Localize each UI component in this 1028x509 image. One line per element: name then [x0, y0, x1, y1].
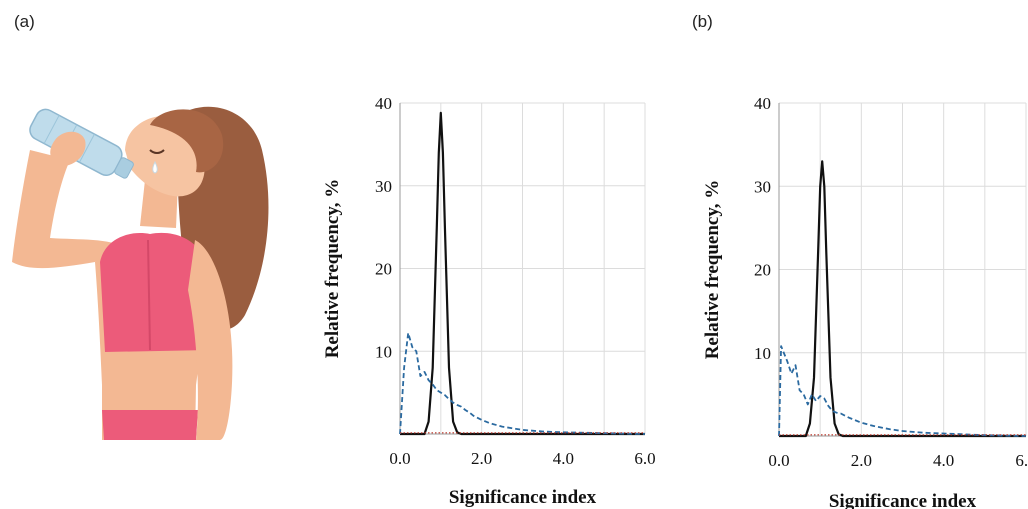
x-tick-label: 2.0: [851, 451, 872, 470]
y-tick-label: 10: [754, 344, 771, 363]
x-tick-label: 6.0: [1015, 451, 1028, 470]
y-axis-title: Relative frequency, %: [702, 180, 723, 360]
chart-panel-a: 10 20 30 40 0.0 2.0 4.0 6.0 Significance index Re…: [322, 94, 656, 508]
woman-drinking-illustration: [12, 106, 269, 440]
x-axis-title: Significance index: [829, 491, 977, 509]
x-tick-label: 0.0: [389, 449, 410, 468]
y-tick-label: 10: [375, 342, 392, 361]
y-tick-label: 20: [754, 261, 771, 280]
y-tick-label: 40: [754, 94, 771, 113]
y-tick-label: 30: [375, 177, 392, 196]
series-line-solid: [779, 160, 1026, 438]
x-tick-label: 6.0: [634, 449, 655, 468]
series-line-dashed: [778, 345, 1027, 437]
y-axis-title: Relative frequency, %: [322, 179, 343, 359]
y-tick-label: 40: [375, 94, 392, 113]
series-line-dashed: [399, 332, 646, 435]
chart-panel-b: 10 20 30 40 0.0 2.0 4.0 6.0 Significance index Re…: [702, 94, 1028, 509]
x-tick-label: 4.0: [553, 449, 574, 468]
x-tick-label: 4.0: [933, 451, 954, 470]
panel-label-b: (b): [692, 12, 713, 31]
panel-label-a: (a): [14, 12, 35, 31]
series-line-solid: [400, 111, 645, 436]
x-tick-label: 0.0: [768, 451, 789, 470]
x-tick-label: 2.0: [471, 449, 492, 468]
y-tick-label: 20: [375, 260, 392, 279]
x-axis-title: Significance index: [449, 487, 597, 508]
y-tick-label: 30: [754, 177, 771, 196]
